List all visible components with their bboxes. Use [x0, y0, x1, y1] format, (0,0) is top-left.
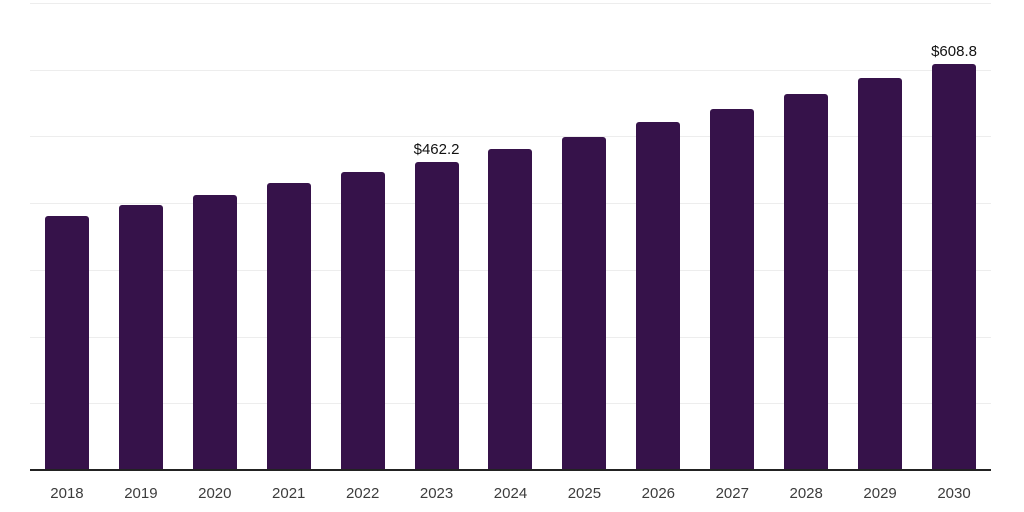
x-axis-labels: 2018 2019 2020 2021 2022 2023 2024 2025 2026 2027…: [30, 485, 991, 503]
x-axis-label: 2024: [493, 485, 528, 502]
x-axis-label: 2018: [50, 485, 84, 502]
bar-2019[interactable]: [118, 205, 163, 470]
gridline: [30, 136, 991, 138]
bar-slot: [178, 0, 252, 470]
x-axis-label: 2019: [124, 485, 158, 502]
bar-2024[interactable]: [488, 148, 533, 470]
bar-slot: [252, 0, 326, 470]
x-axis-label: 2026: [641, 485, 676, 502]
bar-slot: [104, 0, 178, 470]
bar-slot: [30, 0, 104, 470]
x-axis-line: [30, 469, 991, 471]
bar-2028[interactable]: [784, 93, 829, 470]
bar-value-label: $608.8: [931, 42, 977, 60]
x-axis-label: 2023: [419, 485, 454, 502]
bar-2025[interactable]: [562, 136, 607, 470]
bar-2023[interactable]: $462.2: [414, 142, 460, 470]
bar-slot: $608.8: [917, 0, 991, 470]
x-axis-label: 2020: [198, 485, 232, 502]
x-axis-label: 2028: [789, 485, 823, 502]
bar-2027[interactable]: [710, 108, 755, 470]
bar-2029[interactable]: [858, 77, 903, 470]
bar-2022[interactable]: [340, 172, 385, 470]
bar-2020[interactable]: [192, 195, 237, 470]
x-axis-label: 2029: [863, 485, 897, 502]
bar-2026[interactable]: [636, 122, 681, 470]
gridline: [30, 69, 991, 71]
x-axis-label: 2022: [345, 485, 380, 502]
x-axis-label: 2025: [567, 485, 602, 502]
bar-slot: $462.2: [400, 0, 474, 470]
bar-2030[interactable]: $608.8: [931, 44, 977, 470]
bar-2018[interactable]: [44, 215, 89, 470]
bar-slot: [695, 0, 769, 470]
bar-slot: [843, 0, 917, 470]
x-axis-label: 2027: [715, 485, 749, 502]
bar-slot: [621, 0, 695, 470]
bars-row: $462.2 $608.8: [30, 0, 991, 470]
gridline: [30, 3, 991, 4]
bar-slot: [326, 0, 400, 470]
x-axis-label: 2021: [272, 485, 306, 502]
x-axis-label: 2030: [937, 485, 971, 502]
bar-value-label: $462.2: [413, 140, 460, 158]
bar-slot: [769, 0, 843, 470]
bar-2021[interactable]: [266, 183, 311, 470]
bar-slot: [474, 0, 548, 470]
bar-slot: [547, 0, 621, 470]
